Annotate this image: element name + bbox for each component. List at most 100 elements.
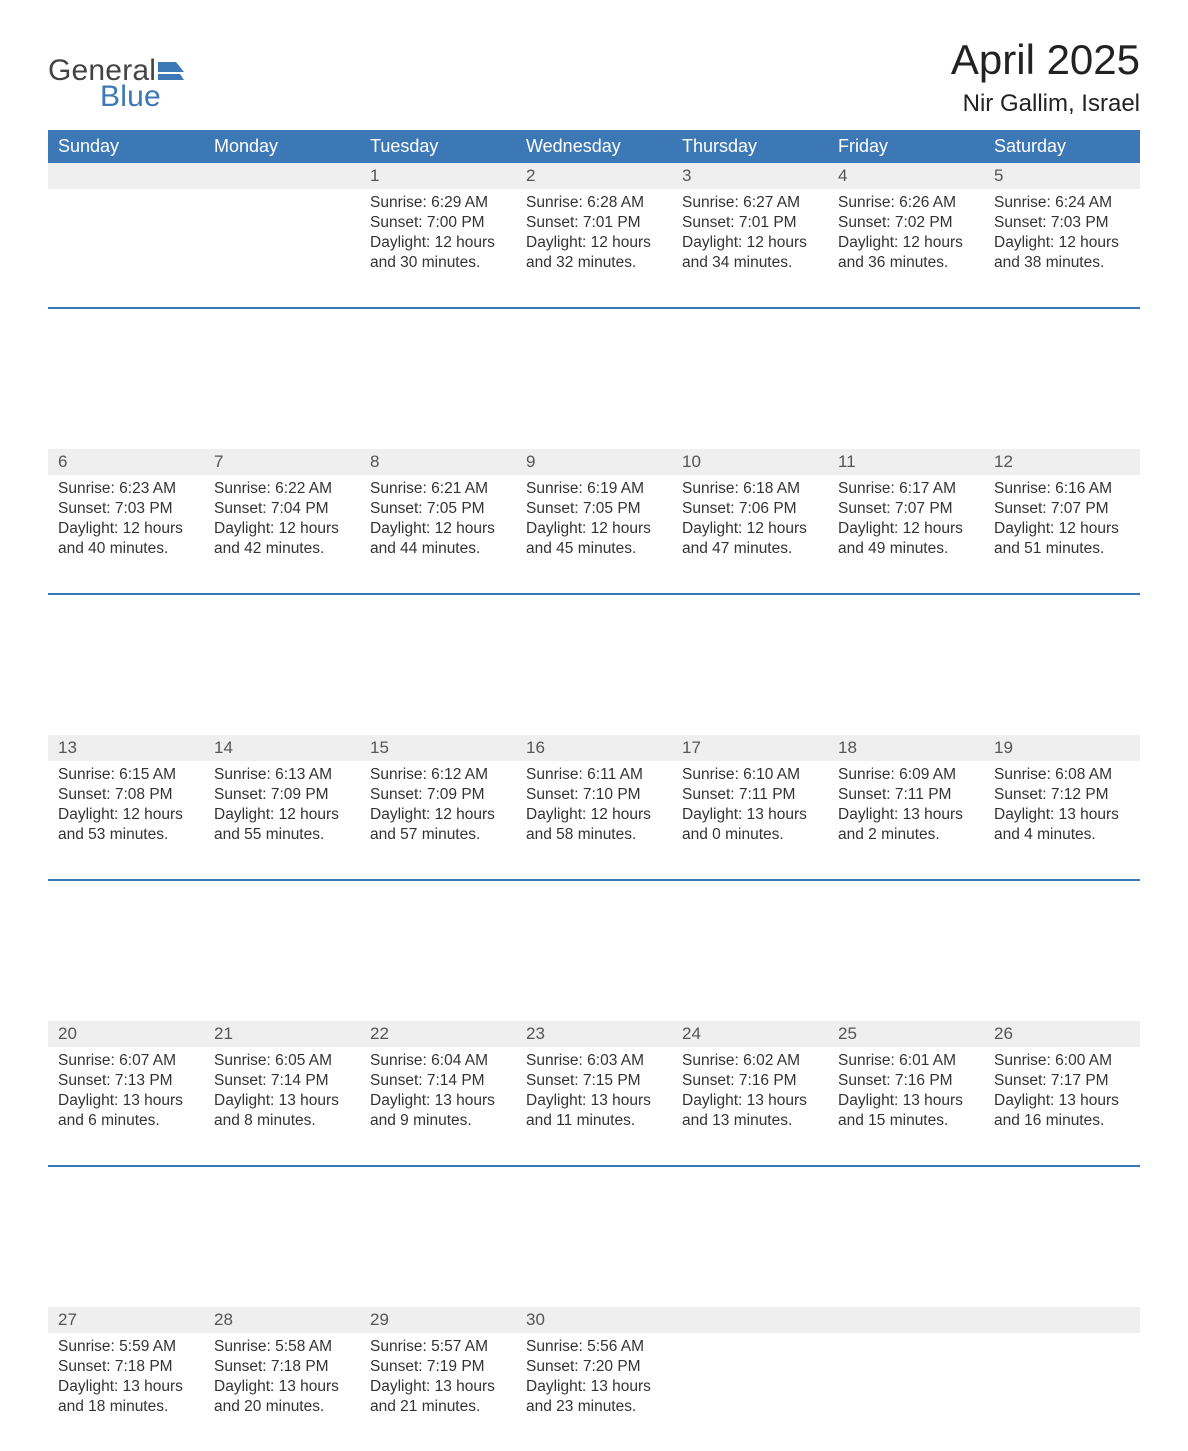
day-number-cell: 9 [516, 449, 672, 475]
day-cell [828, 1333, 984, 1451]
weekday-header: Sunday [48, 130, 204, 163]
header: General Blue April 2025 Nir Gallim, Isra… [48, 30, 1140, 118]
day-dl1: Daylight: 13 hours [526, 1091, 662, 1111]
day-dl2: and 36 minutes. [838, 253, 974, 273]
day-sunset: Sunset: 7:17 PM [994, 1071, 1130, 1091]
day-sunset: Sunset: 7:02 PM [838, 213, 974, 233]
day-dl1: Daylight: 12 hours [838, 519, 974, 539]
day-number-cell [204, 163, 360, 189]
day-dl2: and 38 minutes. [994, 253, 1130, 273]
day-dl1: Daylight: 12 hours [370, 233, 506, 253]
day-dl2: and 44 minutes. [370, 539, 506, 559]
day-sunrise: Sunrise: 6:26 AM [838, 193, 974, 213]
weekday-header: Wednesday [516, 130, 672, 163]
day-dl2: and 21 minutes. [370, 1397, 506, 1417]
day-cell: Sunrise: 6:11 AMSunset: 7:10 PMDaylight:… [516, 761, 672, 879]
day-number-cell: 18 [828, 735, 984, 761]
day-dl2: and 40 minutes. [58, 539, 194, 559]
logo: General Blue [48, 54, 184, 114]
day-cell: Sunrise: 6:00 AMSunset: 7:17 PMDaylight:… [984, 1047, 1140, 1165]
day-cell: Sunrise: 6:17 AMSunset: 7:07 PMDaylight:… [828, 475, 984, 593]
day-dl1: Daylight: 13 hours [370, 1377, 506, 1397]
day-number-cell: 7 [204, 449, 360, 475]
day-dl1: Daylight: 13 hours [526, 1377, 662, 1397]
day-dl1: Daylight: 12 hours [370, 519, 506, 539]
daynum-row: 6789101112 [48, 449, 1140, 475]
day-number-cell: 21 [204, 1021, 360, 1047]
day-dl1: Daylight: 12 hours [526, 233, 662, 253]
day-dl2: and 47 minutes. [682, 539, 818, 559]
day-dl1: Daylight: 12 hours [58, 805, 194, 825]
day-sunrise: Sunrise: 6:23 AM [58, 479, 194, 499]
day-number-cell: 27 [48, 1307, 204, 1333]
day-number-cell: 2 [516, 163, 672, 189]
day-number-cell: 22 [360, 1021, 516, 1047]
flag-icon [158, 62, 184, 80]
calendar-table: SundayMondayTuesdayWednesdayThursdayFrid… [48, 130, 1140, 1451]
day-cell: Sunrise: 6:09 AMSunset: 7:11 PMDaylight:… [828, 761, 984, 879]
day-sunrise: Sunrise: 6:01 AM [838, 1051, 974, 1071]
day-sunrise: Sunrise: 6:16 AM [994, 479, 1130, 499]
day-sunrise: Sunrise: 5:56 AM [526, 1337, 662, 1357]
day-number-cell: 11 [828, 449, 984, 475]
day-cell: Sunrise: 6:05 AMSunset: 7:14 PMDaylight:… [204, 1047, 360, 1165]
day-dl2: and 9 minutes. [370, 1111, 506, 1131]
day-dl1: Daylight: 12 hours [214, 519, 350, 539]
day-cell: Sunrise: 6:10 AMSunset: 7:11 PMDaylight:… [672, 761, 828, 879]
week-body-row: Sunrise: 6:23 AMSunset: 7:03 PM Daylight:… [48, 475, 1140, 593]
day-cell: Sunrise: 5:58 AMSunset: 7:18 PMDaylight:… [204, 1333, 360, 1451]
day-number-cell: 28 [204, 1307, 360, 1333]
day-cell: Sunrise: 6:28 AMSunset: 7:01 PMDaylight:… [516, 189, 672, 307]
daynum-row: 12345 [48, 163, 1140, 189]
day-sunrise: Sunrise: 6:22 AM [214, 479, 350, 499]
day-dl1: Daylight: 13 hours [682, 805, 818, 825]
day-number-cell: 6 [48, 449, 204, 475]
day-sunset: Sunset: 7:07 PM [838, 499, 974, 519]
day-sunrise: Sunrise: 6:00 AM [994, 1051, 1130, 1071]
day-cell: Sunrise: 6:07 AMSunset: 7:13 PMDaylight:… [48, 1047, 204, 1165]
day-dl2: and 57 minutes. [370, 825, 506, 845]
day-sunset: Sunset: 7:01 PM [682, 213, 818, 233]
day-dl1: Daylight: 13 hours [994, 805, 1130, 825]
day-dl2: and 20 minutes. [214, 1397, 350, 1417]
day-sunset: Sunset: 7:03 PM [994, 213, 1130, 233]
day-number-cell [828, 1307, 984, 1333]
day-sunrise: Sunrise: 6:24 AM [994, 193, 1130, 213]
day-number-cell: 1 [360, 163, 516, 189]
day-sunset: Sunset: 7:13 PM [58, 1071, 194, 1091]
day-number-cell: 17 [672, 735, 828, 761]
day-sunrise: Sunrise: 5:57 AM [370, 1337, 506, 1357]
day-dl2: and 2 minutes. [838, 825, 974, 845]
day-number-cell [48, 163, 204, 189]
day-cell: Sunrise: 6:27 AMSunset: 7:01 PMDaylight:… [672, 189, 828, 307]
day-cell: Sunrise: 6:19 AMSunset: 7:05 PMDaylight:… [516, 475, 672, 593]
day-sunrise: Sunrise: 6:12 AM [370, 765, 506, 785]
day-sunset: Sunset: 7:10 PM [526, 785, 662, 805]
day-sunset: Sunset: 7:03 PM [58, 499, 194, 519]
day-number-cell: 16 [516, 735, 672, 761]
day-dl2: and 58 minutes. [526, 825, 662, 845]
day-dl1: Daylight: 13 hours [58, 1091, 194, 1111]
day-sunset: Sunset: 7:11 PM [682, 785, 818, 805]
week-separator [48, 1165, 1140, 1307]
calendar-body: 12345Sunrise: 6:29 AMSunset: 7:00 PMDayl… [48, 163, 1140, 1451]
day-cell: Sunrise: 6:02 AMSunset: 7:16 PMDaylight:… [672, 1047, 828, 1165]
page-subtitle: Nir Gallim, Israel [951, 90, 1140, 118]
day-sunset: Sunset: 7:01 PM [526, 213, 662, 233]
day-sunrise: Sunrise: 6:05 AM [214, 1051, 350, 1071]
day-dl2: and 45 minutes. [526, 539, 662, 559]
weekday-header: Tuesday [360, 130, 516, 163]
day-dl1: Daylight: 13 hours [214, 1377, 350, 1397]
day-dl2: and 13 minutes. [682, 1111, 818, 1131]
week-body-row: Sunrise: 6:15 AMSunset: 7:08 PMDaylight:… [48, 761, 1140, 879]
day-cell [48, 189, 204, 307]
day-dl2: and 15 minutes. [838, 1111, 974, 1131]
day-sunset: Sunset: 7:16 PM [682, 1071, 818, 1091]
day-dl1: Daylight: 13 hours [994, 1091, 1130, 1111]
day-dl1: Daylight: 12 hours [370, 805, 506, 825]
day-dl1: Daylight: 13 hours [838, 1091, 974, 1111]
day-cell: Sunrise: 6:16 AMSunset: 7:07 PMDaylight:… [984, 475, 1140, 593]
day-dl2: and 51 minutes. [994, 539, 1130, 559]
day-dl1: Daylight: 13 hours [682, 1091, 818, 1111]
day-dl2: and 6 minutes. [58, 1111, 194, 1131]
